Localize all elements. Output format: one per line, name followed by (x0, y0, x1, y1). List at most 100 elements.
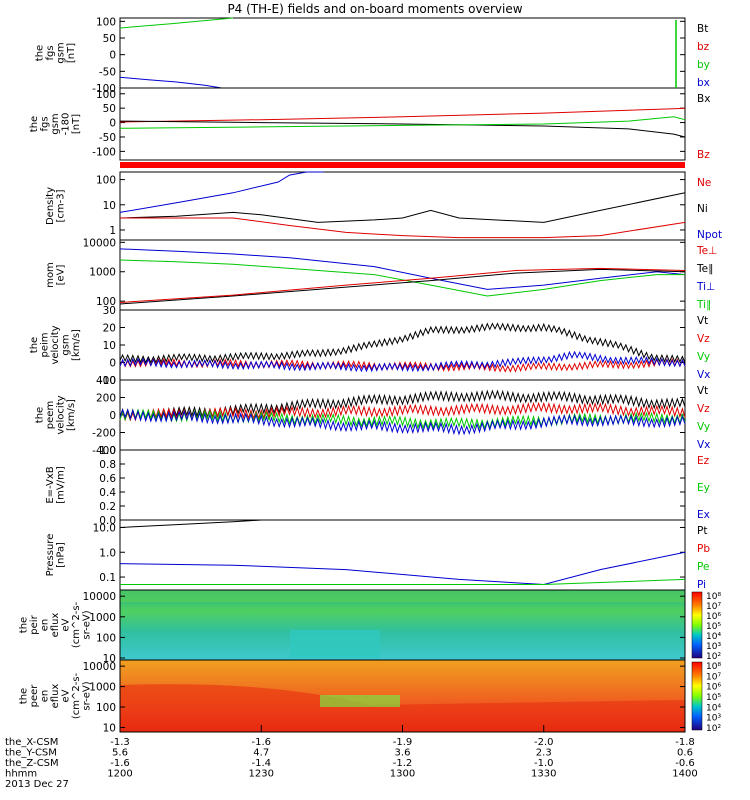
ylabel: Density (45, 187, 56, 225)
ytick-label: 0.1 (99, 572, 116, 584)
xaxis-value: 1230 (249, 769, 274, 780)
ytick-label: -200 (92, 428, 116, 440)
ytick-label: 0 (109, 50, 116, 62)
ytick-label: 100 (96, 632, 116, 644)
legend-entry: Ne (697, 177, 711, 189)
ylabel: [km/s] (66, 399, 77, 431)
panel-1: 100 50 0 -50 -100 the fgs gsm [nT] Bt bz by bx (34, 16, 710, 95)
series-te-line (119, 268, 686, 305)
ylabel: en (40, 690, 51, 703)
ylabel: [mV/m] (55, 466, 66, 504)
ytick-label: -50 (99, 132, 116, 144)
ylabel: velocity (55, 395, 66, 434)
ytick-label: 0 (109, 358, 116, 370)
legend-entry: Ey (697, 482, 710, 494)
ylabel: [km/s] (71, 329, 82, 361)
xaxis-value: -0.6 (675, 758, 695, 769)
ylabel: eV (61, 689, 72, 702)
legend-entry: Ez (697, 455, 710, 467)
ylabel: velocity (50, 325, 61, 364)
ylabel: [nT] (66, 43, 77, 63)
ytick-label: 200 (96, 393, 116, 405)
xaxis-value: 5.6 (112, 748, 128, 759)
ylabel: gsm (61, 334, 72, 355)
ytick-label: 0 (109, 118, 116, 130)
xaxis-value: 3.6 (395, 748, 411, 759)
ylabel: (cm^2-s- (71, 601, 82, 648)
legend-entry: Pe (697, 561, 709, 573)
ytick-label: 30 (103, 305, 116, 317)
date-label: 2013 Dec 27 (5, 779, 69, 790)
colorbar-tick-label: 10³ (706, 642, 721, 652)
ytick-label: 0.0 (99, 515, 116, 527)
ylabel: peem (45, 401, 56, 429)
series-bx-line (119, 76, 222, 89)
separator-band (120, 162, 685, 168)
series-pt-line (119, 519, 262, 528)
ytick-label: 0.4 (99, 487, 116, 499)
ytick-label: 1000 (89, 612, 116, 624)
ytick-label: 10000 (83, 237, 116, 249)
legend-entry: Bx (697, 93, 710, 105)
panel-6: 400 200 0 -200 -400 the peem velocity [km/s] Vt Vz… (34, 375, 710, 457)
legend-entry: Te⊥ (696, 245, 717, 257)
panel-7: 1.0 0.8 0.6 0.4 0.2 0.0 E=-VxB [mV/m] Ez Ey Ex (45, 445, 710, 527)
ytick-label: 10 (103, 200, 116, 212)
spectrogram-region (320, 695, 400, 707)
legend-entry: Bz (697, 149, 710, 161)
ytick-label: 0.8 (99, 459, 116, 471)
series-pi-line (119, 551, 686, 586)
ylabel: [nT] (71, 114, 82, 134)
panel-3: 100 10 1 Density [cm-3] Ne Ni Npot (45, 171, 722, 241)
ytick-label: 0.6 (99, 473, 116, 485)
ytick-label: -10 (99, 375, 116, 387)
ylabel: peim (40, 332, 51, 357)
ylabel: Pressure (45, 534, 56, 577)
xaxis-value: -1.6 (251, 737, 271, 748)
legend-entry: Bt (697, 23, 708, 35)
ytick-label: 1000 (89, 267, 116, 279)
legend-entry: Ti∥ (696, 299, 711, 311)
series-bx-line (119, 120, 686, 138)
ylabel: the (19, 617, 30, 633)
series-ni-line (119, 192, 686, 223)
colorbar-tick-label: 10⁵ (706, 622, 721, 632)
xaxis-value: -1.6 (110, 758, 130, 769)
ylabel: gsm (55, 42, 66, 63)
legend-entry: Vx (697, 439, 710, 451)
ylabel: peir (29, 614, 40, 634)
colorbar-tick-label: 10⁶ (706, 683, 721, 693)
ytick-label: 1 (109, 225, 116, 237)
ytick-label: 100 (96, 89, 116, 101)
legend-entry: Vt (697, 385, 708, 397)
panel-frame (119, 17, 686, 89)
legend-entry: Npot (697, 229, 722, 241)
legend-entry: Pt (697, 525, 707, 537)
xaxis-row-label: the_Y-CSM (5, 748, 57, 759)
ylabel: the (34, 45, 45, 61)
panel-frame (119, 171, 686, 241)
series-ne-line (120, 217, 686, 239)
legend-entry: Ex (697, 509, 710, 521)
ylabel: [nPa] (55, 542, 66, 568)
xaxis-value: 1400 (672, 769, 697, 780)
legend-entry: Ti⊥ (696, 281, 715, 293)
ylabel: [eV] (55, 265, 66, 286)
panel-5: 30 20 10 0 -10 the peim velocity gsm [km/s] Vt Vz Vy… (29, 305, 710, 387)
ylabel: sr-eV) (82, 610, 93, 639)
spectrogram-region (290, 630, 380, 658)
series-vx-line (119, 408, 686, 436)
legend-entry: Vx (697, 369, 710, 381)
spectrogram-region (120, 590, 685, 602)
ylabel: the (34, 407, 45, 423)
colorbar-tick-label: 10² (706, 652, 721, 662)
colorbar-tick-label: 10⁷ (706, 672, 721, 682)
xaxis-value: -1.3 (110, 737, 130, 748)
series-vx-line (119, 350, 686, 373)
ylabel: -180 (61, 113, 72, 136)
xaxis-value: -1.9 (393, 737, 413, 748)
figure-title: P4 (TH-E) fields and on-board moments ov… (227, 2, 522, 16)
series-vt-line (119, 322, 686, 364)
panel-frame (119, 239, 686, 311)
